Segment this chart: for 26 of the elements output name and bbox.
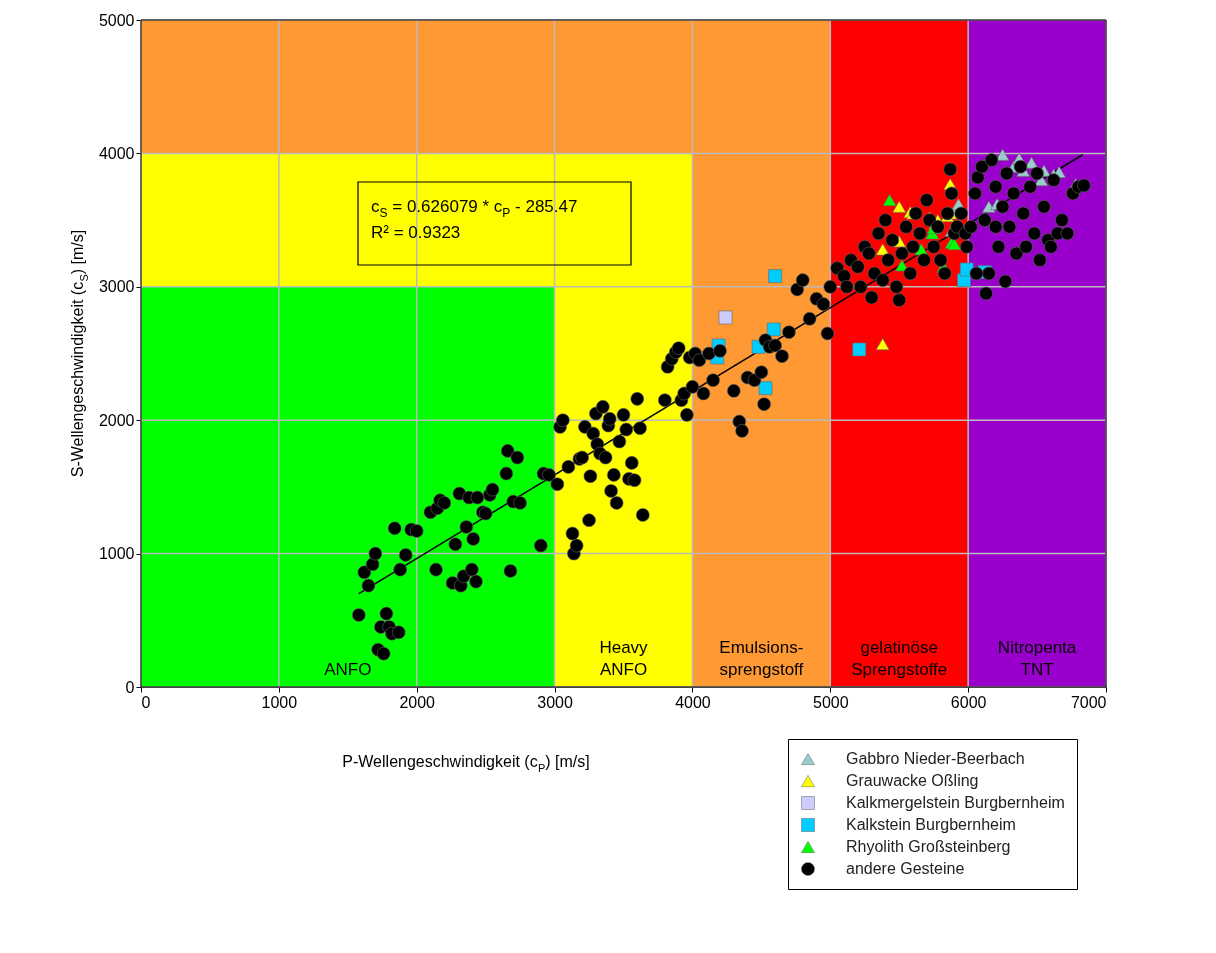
legend-label: Kalkmergelstein Burgbernheim bbox=[846, 794, 1065, 811]
x-tick-label: 6000 bbox=[950, 693, 987, 711]
band-label: gelatinöse Sprengstoffe bbox=[851, 638, 948, 679]
legend-label: andere Gesteine bbox=[846, 860, 965, 877]
y-tick-label: 4000 bbox=[98, 144, 135, 162]
band-label: Emulsions- sprengstoff bbox=[719, 638, 804, 679]
y-tick-label: 5000 bbox=[98, 11, 135, 29]
y-tick-label: 0 bbox=[125, 678, 135, 696]
y-tick-label: 1000 bbox=[98, 545, 135, 563]
x-tick-label: 3000 bbox=[537, 693, 573, 711]
x-tick-label: 5000 bbox=[812, 693, 849, 711]
legend-label: Gabbro Nieder-Beerbach bbox=[846, 750, 1025, 767]
band-label: ANFO bbox=[324, 660, 372, 679]
y-axis-title: S-Wellengeschwindigkeit (cS) [m/s] bbox=[69, 229, 90, 478]
band-label: Nitropenta TNT bbox=[997, 638, 1077, 679]
y-tick-label: 3000 bbox=[98, 278, 135, 296]
band-label: Heavy ANFO bbox=[599, 638, 649, 679]
legend-label: Kalkstein Burgbernheim bbox=[846, 816, 1016, 833]
legend-label: Grauwacke Oßling bbox=[846, 772, 979, 789]
x-tick-label: 0 bbox=[141, 693, 151, 711]
legend-label: Rhyolith Großsteinberg bbox=[846, 838, 1011, 855]
x-tick-label: 2000 bbox=[399, 693, 436, 711]
y-tick-label: 2000 bbox=[98, 411, 135, 429]
x-tick-label: 7000 bbox=[1070, 693, 1107, 711]
x-tick-label: 4000 bbox=[675, 693, 711, 711]
x-tick-label: 1000 bbox=[261, 693, 298, 711]
